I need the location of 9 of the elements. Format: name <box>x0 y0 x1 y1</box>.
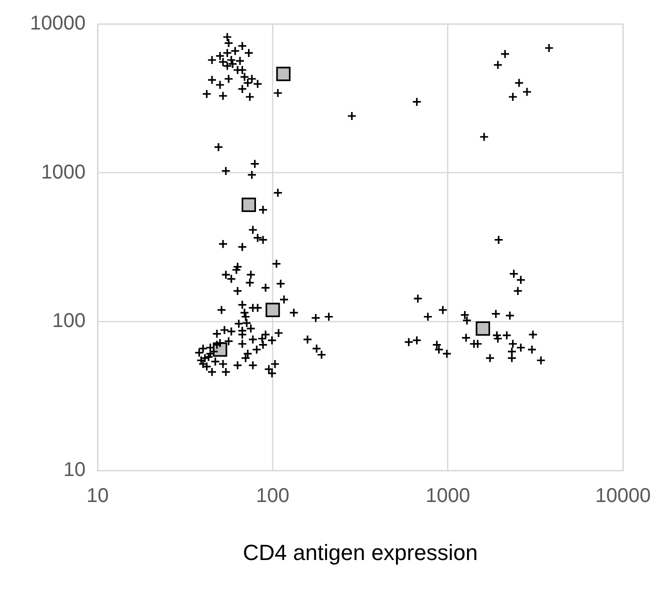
y-tick-label: 10 <box>63 459 86 482</box>
x-tick-label: 10 <box>86 485 109 508</box>
x-tick-label: 100 <box>256 485 290 508</box>
x-tick-label: 10000 <box>595 485 651 508</box>
y-tick-label: 1000 <box>41 161 86 184</box>
x-tick-label: 1000 <box>426 485 470 508</box>
x-axis-title: CD4 antigen expression <box>242 540 478 565</box>
y-tick-label: 100 <box>52 310 86 332</box>
y-tick-label: 10000 <box>30 12 86 35</box>
